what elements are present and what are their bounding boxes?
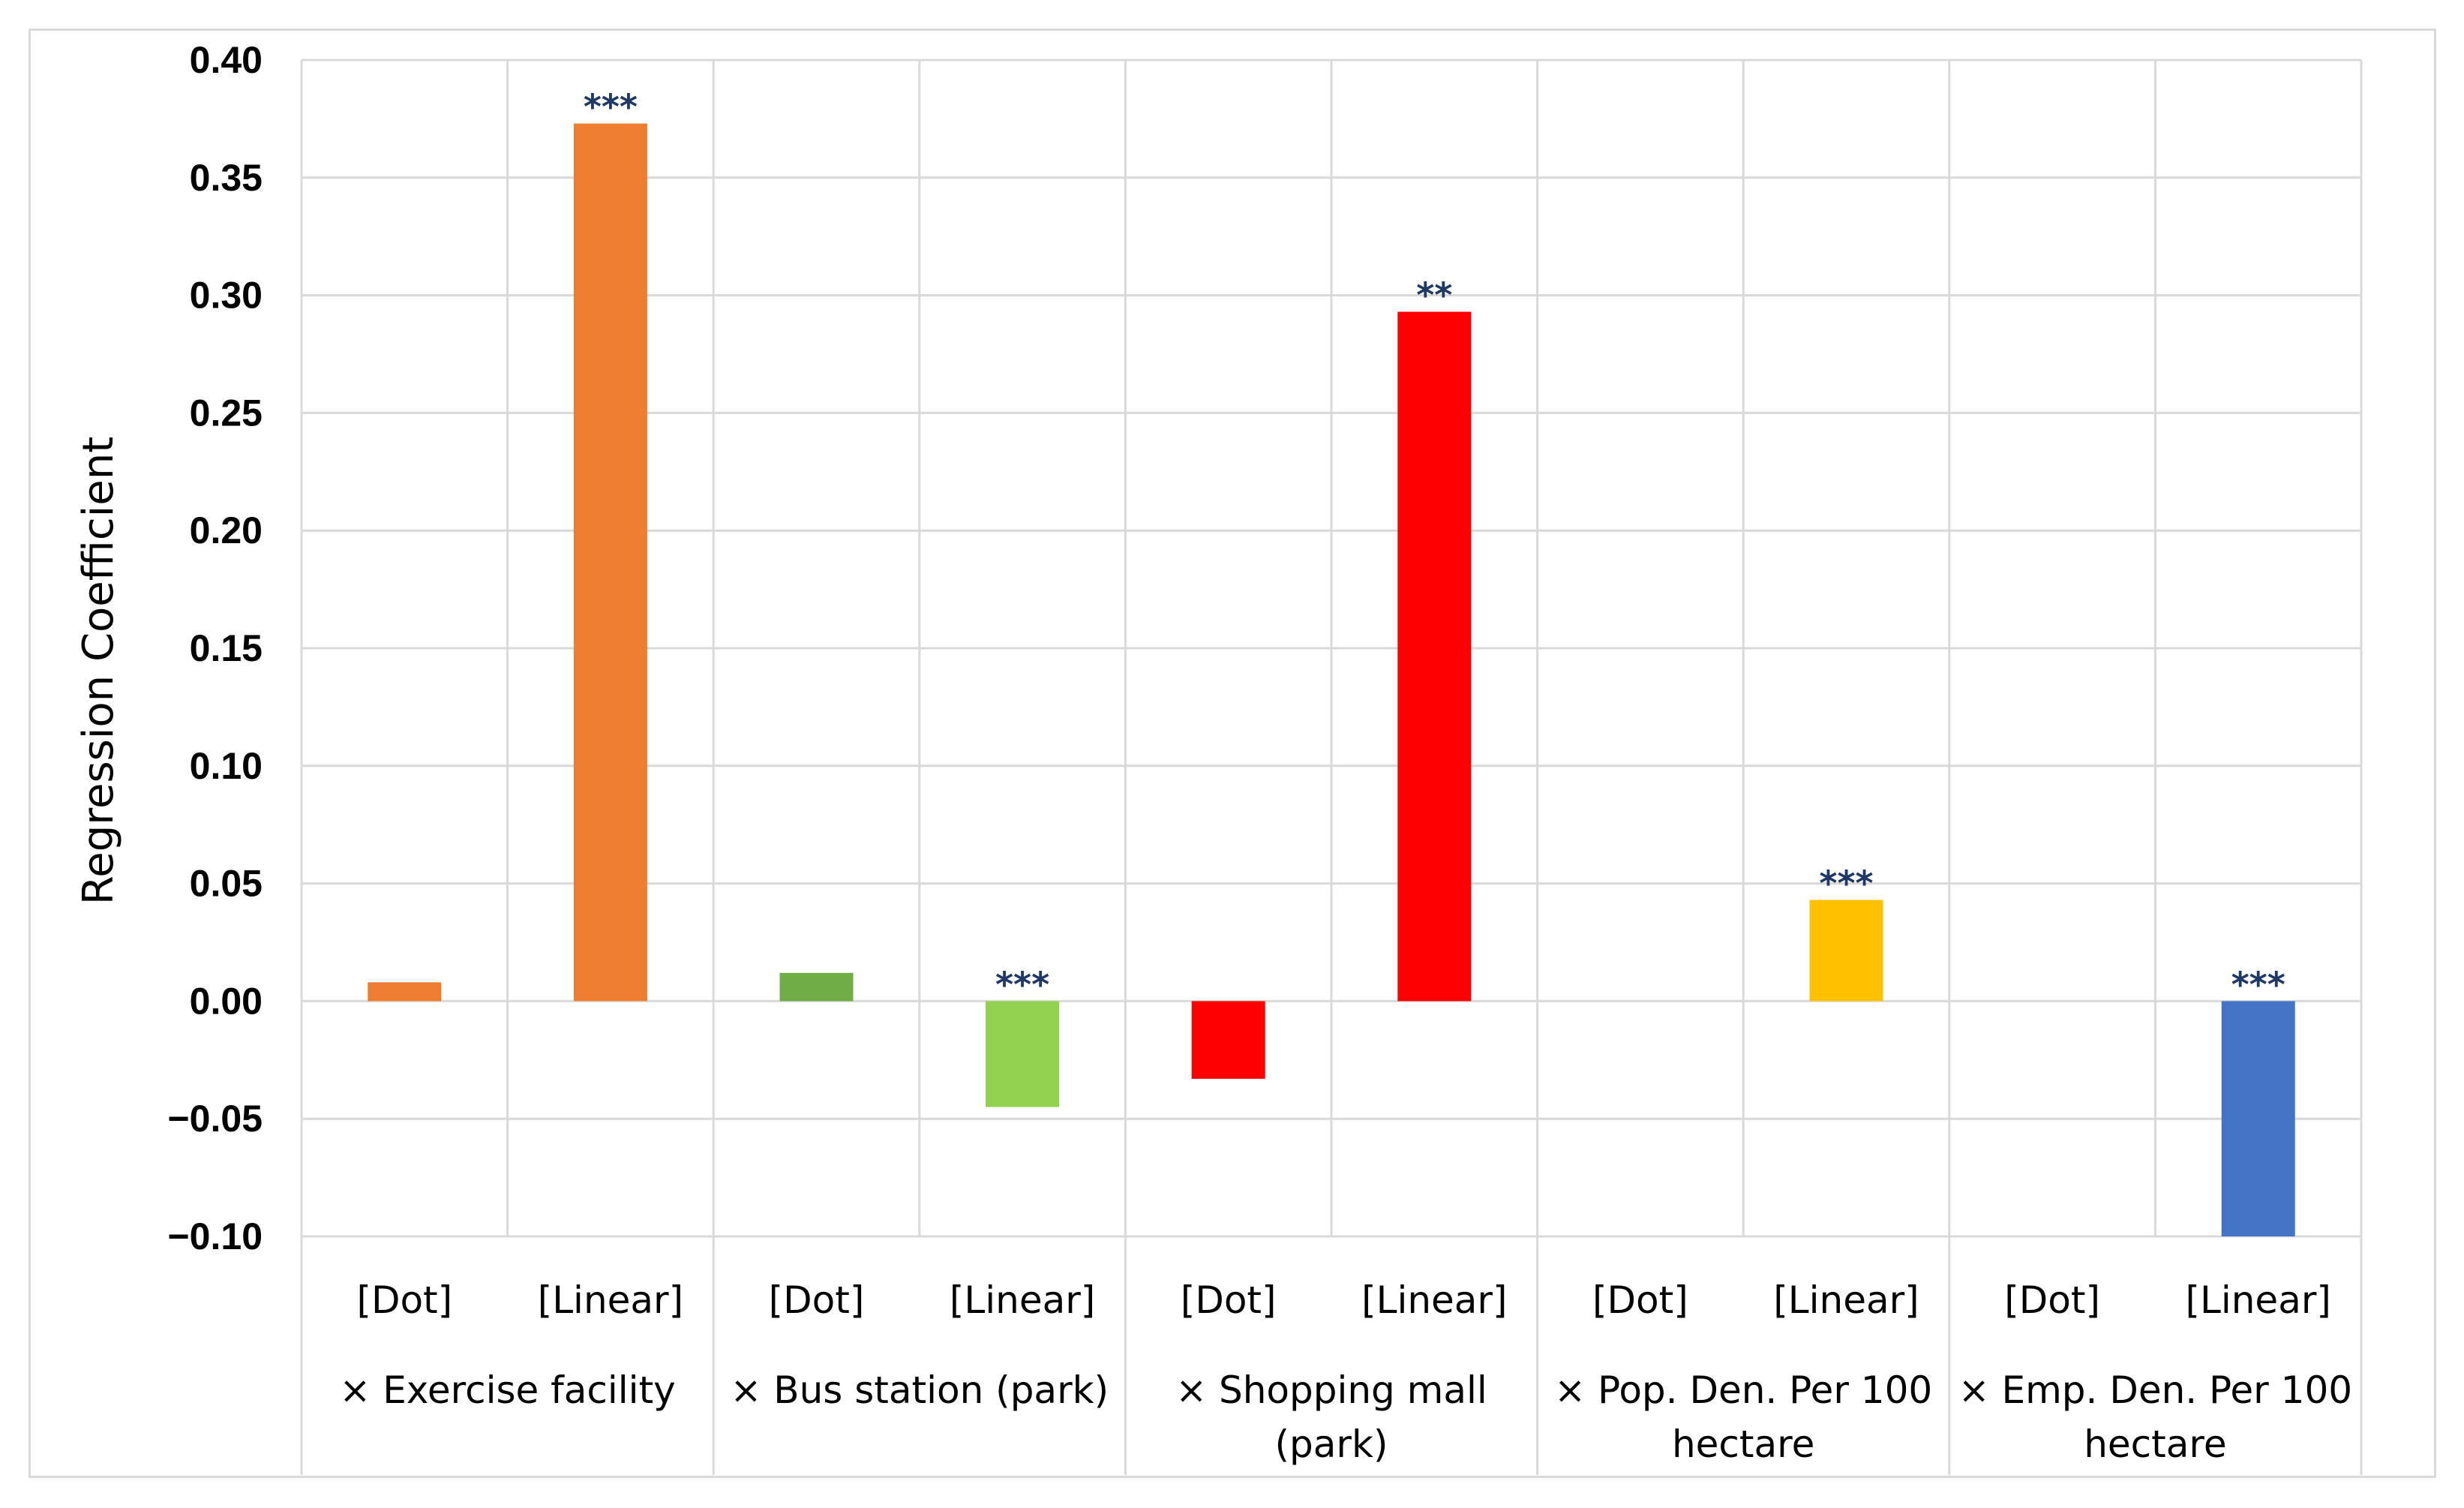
group-label: hectare — [2084, 1422, 2226, 1466]
significance-label: ** — [1416, 275, 1452, 316]
y-tick-label: 0.30 — [190, 275, 263, 317]
significance-label: *** — [2231, 964, 2285, 1005]
group-label: (park) — [1275, 1422, 1388, 1466]
group-label: × Bus station (park) — [731, 1368, 1109, 1412]
y-tick-label: −0.10 — [167, 1215, 263, 1257]
group-label: × Exercise facility — [339, 1368, 675, 1412]
x-category-label: [Dot] — [769, 1278, 865, 1322]
significance-label: *** — [584, 87, 638, 128]
x-category-label: [Linear] — [1773, 1278, 1919, 1322]
significance-label: *** — [1819, 864, 1873, 904]
bar-4-linear — [1809, 900, 1883, 1002]
bar-3-linear — [1397, 311, 1472, 1002]
significance-label: *** — [995, 964, 1049, 1005]
bar-5-linear — [2221, 1001, 2295, 1236]
y-tick-label: 0.25 — [190, 392, 263, 434]
y-tick-label: 0.00 — [190, 980, 263, 1022]
bar-3-dot — [1191, 1001, 1265, 1079]
x-category-label: [Dot] — [1592, 1278, 1688, 1322]
y-tick-label: −0.05 — [167, 1098, 263, 1140]
x-category-label: [Linear] — [1361, 1278, 1507, 1322]
x-category-label: [Dot] — [356, 1278, 452, 1322]
bar-1-dot — [368, 982, 442, 1002]
x-category-label: [Dot] — [1181, 1278, 1277, 1322]
bar-1-linear — [573, 123, 647, 1002]
x-category-label: [Dot] — [2004, 1278, 2100, 1322]
x-category-label: [Linear] — [538, 1278, 683, 1322]
y-tick-label: 0.20 — [190, 509, 263, 551]
y-tick-label: 0.15 — [190, 627, 263, 669]
bar-2-linear — [986, 1001, 1060, 1107]
x-category-label: [Linear] — [2185, 1278, 2330, 1322]
group-label: hectare — [1672, 1422, 1814, 1466]
x-category-label: [Linear] — [950, 1278, 1095, 1322]
group-label: × Shopping mall — [1175, 1368, 1487, 1412]
group-label: × Emp. Den. Per 100 — [1958, 1368, 2352, 1412]
y-axis-title: Regression Coefficient — [74, 437, 123, 905]
y-tick-label: 0.05 — [190, 863, 263, 905]
y-tick-label: 0.10 — [190, 745, 263, 787]
y-tick-label: 0.40 — [190, 39, 263, 81]
bar-2-dot — [779, 972, 854, 1002]
group-label: × Pop. Den. Per 100 — [1554, 1368, 1932, 1412]
y-tick-label: 0.35 — [190, 157, 263, 199]
